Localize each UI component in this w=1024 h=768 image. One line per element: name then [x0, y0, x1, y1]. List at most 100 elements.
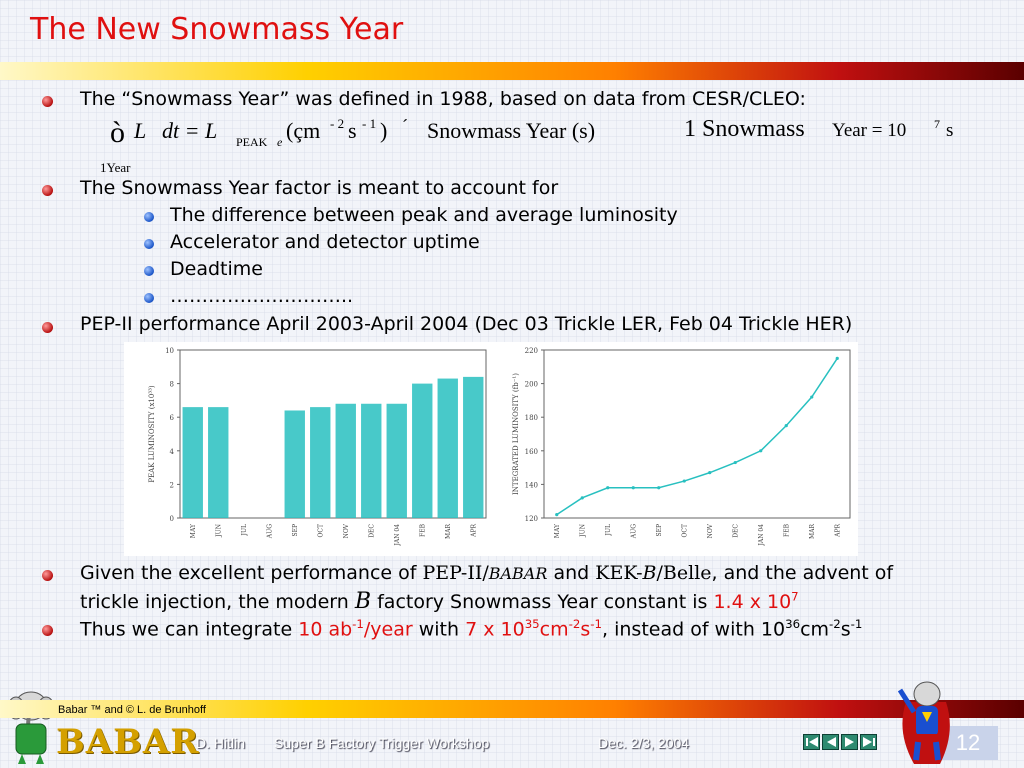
bullet-text-performance: Given the excellent performance of PEP-I…: [80, 562, 893, 584]
formula-s: s: [348, 118, 357, 143]
y-tick-label: 160: [525, 448, 538, 456]
x-tick-label: MAY: [190, 523, 197, 538]
title-underline-bar: [0, 62, 1024, 80]
y-tick-label: 120: [525, 515, 538, 523]
b5-val2-exp2: -2: [568, 617, 581, 631]
formula-dt: dt = L: [162, 118, 218, 143]
nav-next-button[interactable]: [841, 734, 858, 750]
x-tick-label: AUG: [630, 524, 637, 539]
x-tick-label: APR: [834, 524, 841, 538]
b5-val1-exp: -1: [352, 617, 364, 631]
line-point: [759, 449, 763, 453]
sub-bullet-icon: [144, 212, 154, 222]
x-tick-label: JUN: [579, 524, 586, 538]
formula-rhs-b: Year = 10: [832, 120, 907, 141]
b4-constant: 1.4 x 10: [713, 591, 792, 613]
formula-L: L: [134, 118, 147, 143]
b4-constant-exp: 7: [791, 589, 799, 604]
sub-bullet-icon: [144, 266, 154, 276]
x-tick-label: MAY: [554, 523, 561, 538]
bar-jun: [208, 407, 229, 518]
plot-frame-0: [179, 349, 487, 519]
b4-pep: PEP-II/: [422, 562, 489, 584]
b5-text-3-cm: cm: [800, 618, 830, 641]
bullet-icon: [42, 625, 53, 636]
line-point: [733, 460, 737, 465]
b4-belle: /Belle: [656, 562, 712, 584]
nav-last-button[interactable]: [860, 734, 877, 750]
line-point: [580, 496, 584, 500]
x-tick-label: APR: [470, 524, 477, 538]
x-tick-label: OCT: [681, 524, 688, 538]
b4-kek-b: B: [642, 562, 657, 584]
bar-nov: [335, 403, 356, 518]
line-point: [810, 395, 814, 399]
bar-apr: [463, 376, 484, 518]
x-tick-label: FEB: [419, 523, 426, 537]
integral-symbol: ò: [110, 116, 125, 149]
slide-navigation: [803, 734, 877, 750]
b4-line2-b: factory Snowmass Year constant is: [377, 591, 708, 613]
b4-babar: BABAR: [488, 564, 548, 583]
formula-rhs-c: s: [946, 120, 954, 141]
nav-first-button[interactable]: [803, 734, 820, 750]
b5-val1: 10 ab: [298, 618, 353, 641]
b5-val2-cm: cm: [539, 618, 569, 641]
x-tick-label: JAN 04: [394, 524, 401, 547]
bullet-icon: [42, 185, 53, 196]
sub-bullet-ellipsis: ………………………..: [170, 285, 354, 307]
x-tick-label: MAR: [809, 524, 816, 539]
formula-e: e: [277, 135, 283, 149]
sub-bullet-peak-average: The difference between peak and average …: [170, 204, 678, 226]
b5-val1-unit: /year: [363, 618, 413, 641]
last-icon: [862, 737, 875, 747]
bar-jan-04: [386, 403, 407, 518]
b4-B: B: [354, 589, 372, 614]
formula-close: ): [380, 118, 388, 143]
bullet-icon: [42, 322, 53, 333]
footer-author: D. Hitlin: [196, 735, 246, 751]
line-point: [784, 424, 788, 428]
y-tick-label: 6: [170, 414, 175, 422]
nav-prev-button[interactable]: [822, 734, 839, 750]
slide-title: The New Snowmass Year: [30, 12, 404, 47]
bullet-icon: [42, 570, 53, 581]
line-point: [835, 356, 839, 360]
b5-text-3-s: s: [840, 618, 851, 641]
x-tick-label: DEC: [732, 524, 739, 538]
formula-one-year: 1Year: [100, 160, 131, 175]
sub-bullet-uptime: Accelerator and detector uptime: [170, 231, 480, 253]
x-tick-label: OCT: [317, 524, 324, 538]
y-tick-label: 220: [525, 347, 538, 355]
x-tick-label: MAR: [445, 524, 452, 539]
y-tick-label: 140: [525, 481, 538, 489]
x-tick-label: FEB: [783, 523, 790, 537]
bar-sep: [284, 410, 305, 518]
bar-may: [182, 407, 203, 518]
credit-text: Babar ™ and © L. de Brunhoff: [58, 704, 206, 716]
bullet-text-snowmass-definition: The “Snowmass Year” was defined in 1988,…: [80, 88, 806, 110]
y-tick-label: 200: [525, 381, 538, 389]
formula-times: ´: [402, 116, 408, 136]
luminosity-plots: 10 8 6 4 2 0 PEAK LUMINOSITY (x10³³) MAY JUN JUL A…: [124, 342, 858, 556]
first-icon: [805, 737, 818, 747]
x-tick-label: JAN 04: [758, 524, 765, 547]
line-point: [555, 513, 559, 517]
x-tick-label: AUG: [266, 524, 273, 539]
bullet-text-integrate: Thus we can integrate 10 ab-1/year with …: [80, 617, 862, 640]
sub-bullet-icon: [144, 239, 154, 249]
bullet-text-performance-line2: trickle injection, the modern B factory …: [80, 589, 799, 614]
bullet-icon: [42, 96, 53, 107]
b5-text-1: Thus we can integrate: [80, 618, 293, 641]
b5-with: with: [418, 618, 460, 641]
formula-rhs-a: 1 Snowmass: [684, 116, 805, 142]
x-tick-label: DEC: [368, 524, 375, 538]
footer-bar: [0, 700, 1024, 718]
b5-text-3-exp2: -2: [829, 617, 841, 631]
elephant-logo-icon: [7, 691, 55, 764]
bar-feb: [412, 383, 433, 518]
formula-peak: PEAK: [236, 135, 268, 149]
b5-val2: 7 x 10: [465, 618, 525, 641]
x-tick-label: JUN: [215, 524, 222, 538]
x-tick-label: JUL: [241, 524, 248, 536]
